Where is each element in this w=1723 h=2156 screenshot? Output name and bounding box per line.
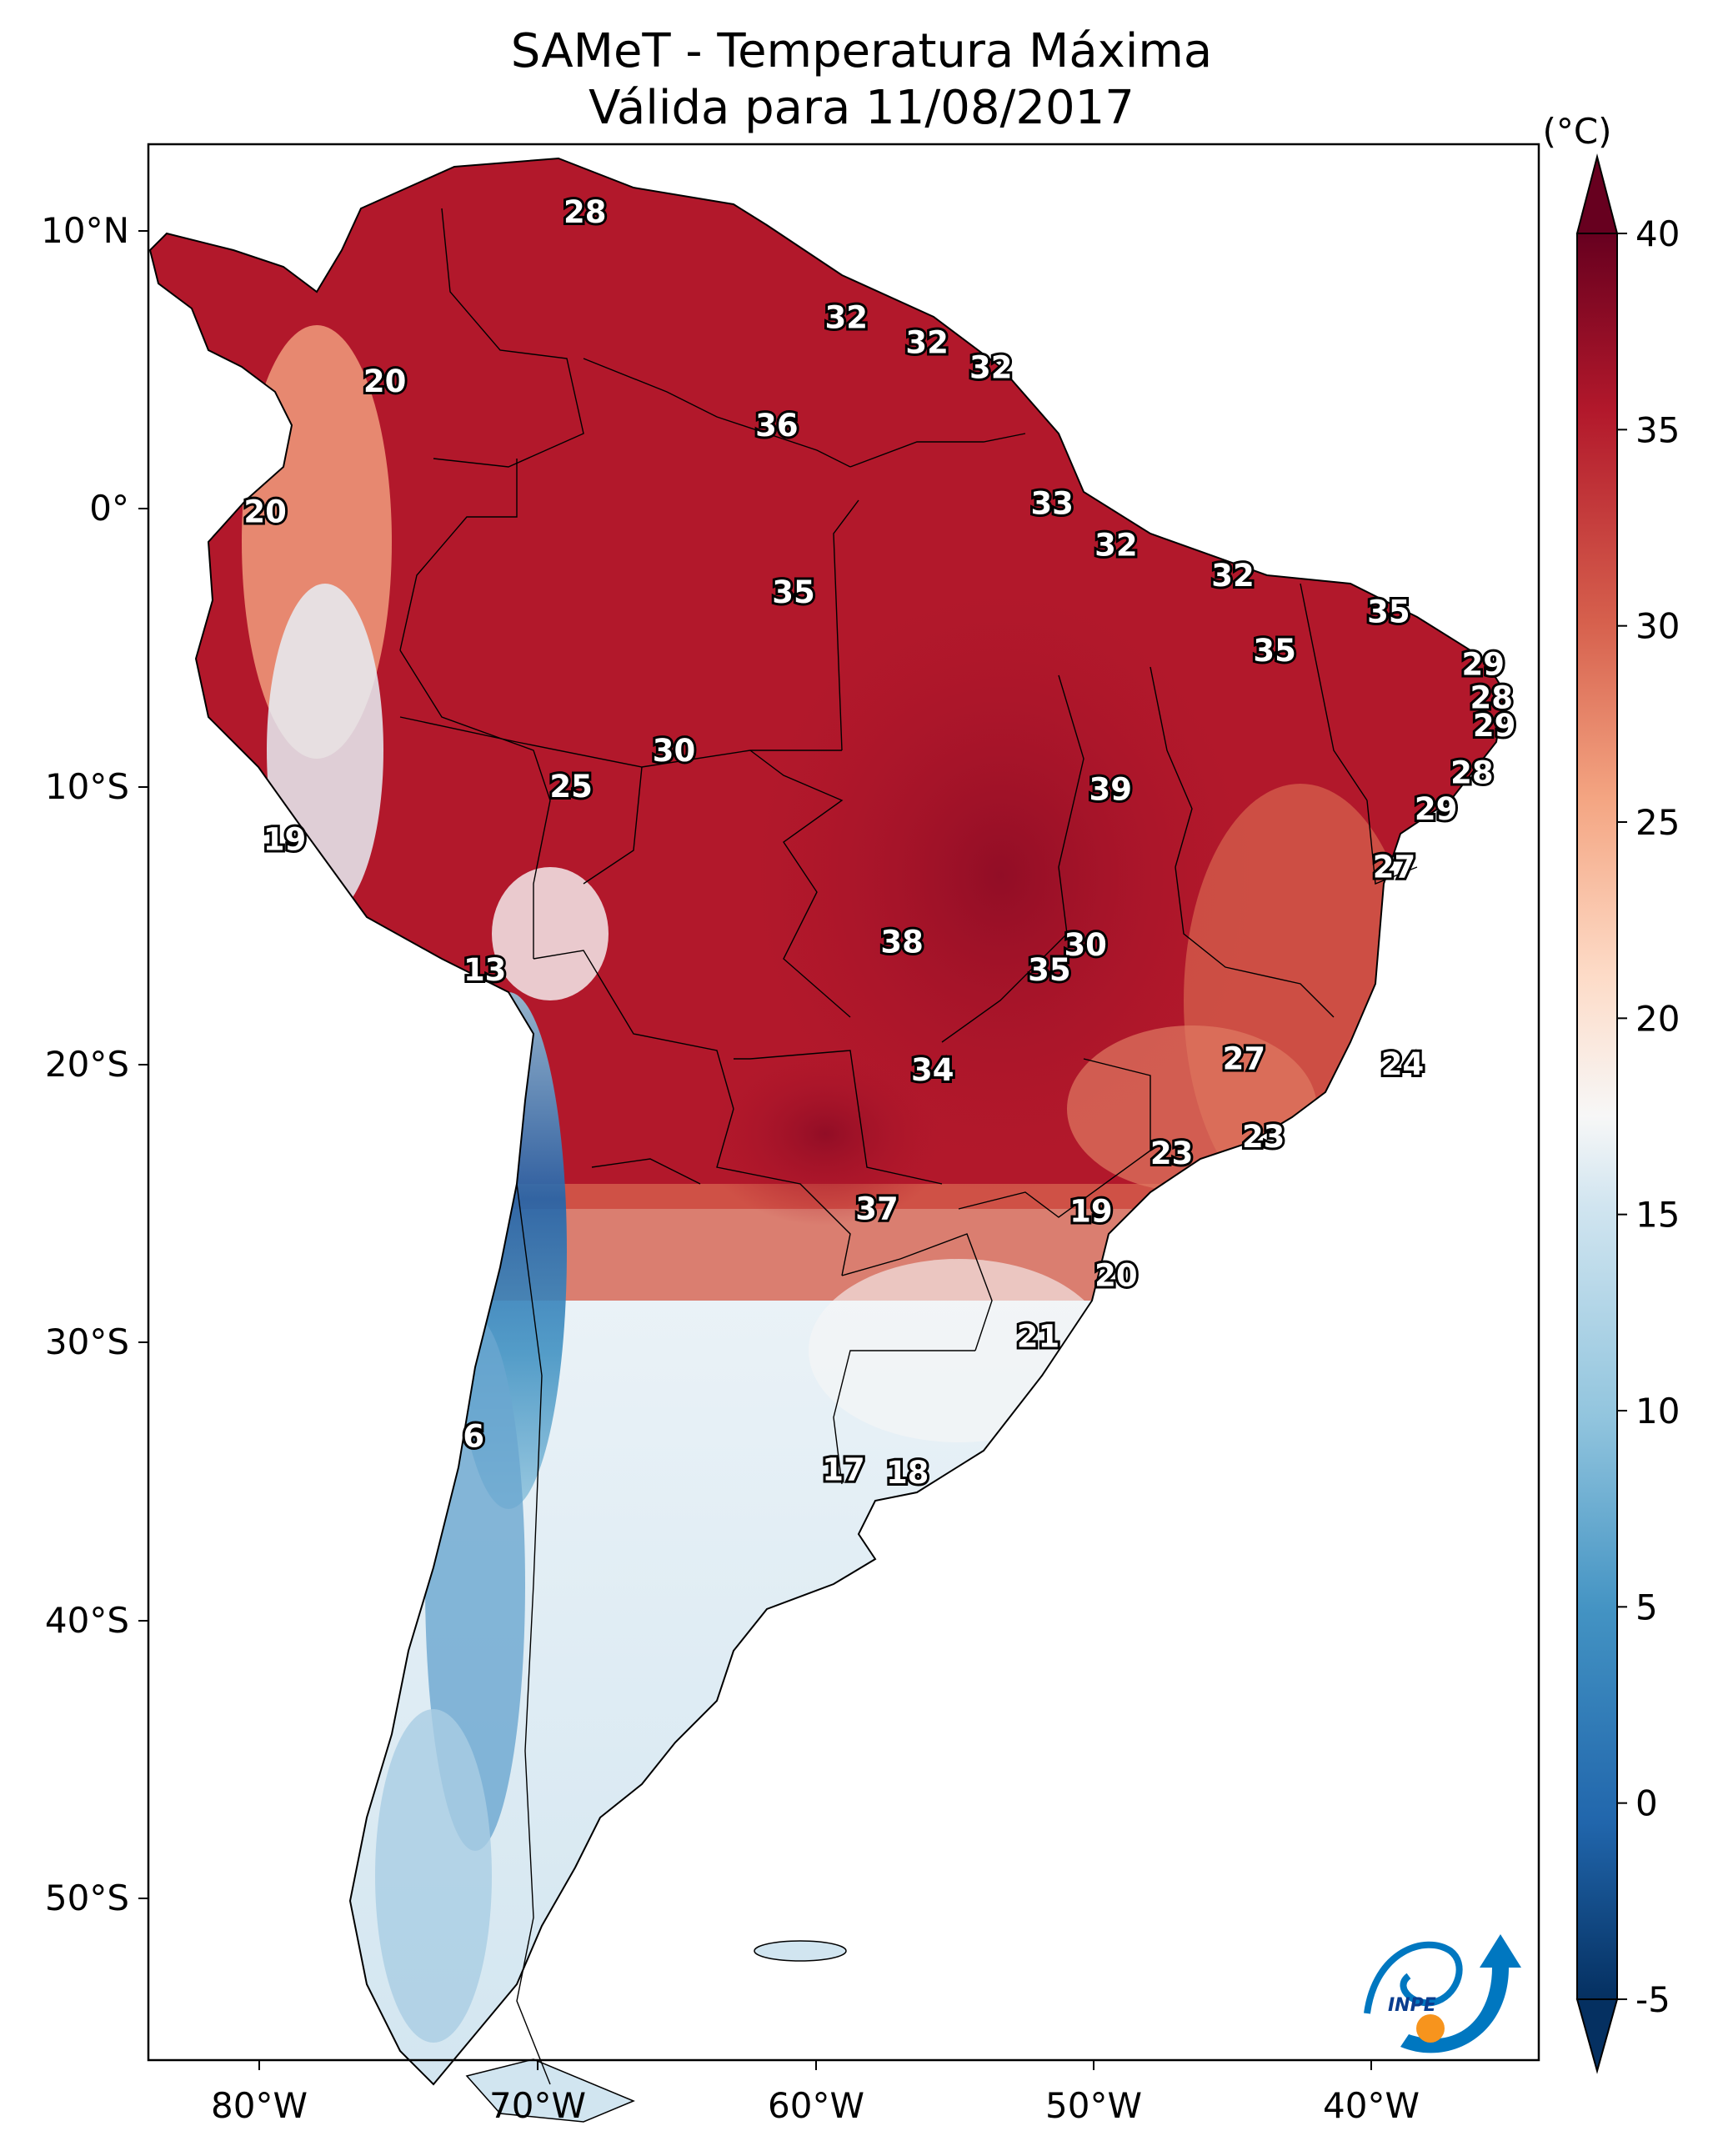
tierra-del-fuego (465, 2058, 635, 2123)
contour-label: 32 (969, 349, 1013, 385)
colorbar-tick-label: 20 (1635, 998, 1680, 1039)
colorbar-min-arrow (1575, 1998, 1619, 2074)
colorbar-tick-label: 5 (1635, 1587, 1658, 1627)
contour-label: 23 (1242, 1119, 1285, 1155)
lat-tick-40s: 40°S (45, 1600, 129, 1641)
colorbar-unit: (°C) (1542, 111, 1611, 152)
colorbar-tick-label: 25 (1635, 802, 1680, 843)
contour-label: 27 (1223, 1041, 1266, 1077)
lat-tick-0: 0° (89, 488, 129, 529)
inpe-logo: INPE (1364, 1934, 1521, 2053)
lon-tick-60w: 60°W (768, 2085, 864, 2126)
contour-label: 38 (880, 925, 924, 960)
contour-label: 32 (1094, 527, 1138, 563)
map-title: SAMeT - Temperatura Máxima (510, 24, 1213, 78)
contour-label: 24 (1381, 1046, 1425, 1082)
colorbar-tick-label: 35 (1635, 409, 1680, 450)
map-subtitle: Válida para 11/08/2017 (589, 81, 1134, 135)
contour-label: 23 (1150, 1136, 1194, 1171)
contour-label: 19 (1069, 1194, 1113, 1230)
contour-label: 29 (1473, 708, 1516, 744)
contour-label: 17 (822, 1452, 865, 1487)
contour-label: 25 (549, 769, 593, 805)
contour-label: 32 (1211, 558, 1255, 594)
lon-axis: 80°W 70°W 60°W 50°W 40°W (211, 2060, 1420, 2126)
contour-label: 39 (1089, 772, 1133, 808)
contour-label: 36 (755, 408, 799, 444)
colorbar-tick-label: 15 (1635, 1195, 1680, 1236)
lat-axis: 10°N 0° 10°S 20°S 30°S 40°S 50°S (41, 210, 148, 1918)
colorbar: 40 35 30 25 20 15 10 5 0 -5 (°C) (1542, 111, 1680, 2074)
axes-frame (147, 143, 1540, 2062)
inpe-logo-sun (1416, 2014, 1445, 2043)
lon-tick-40w: 40°W (1323, 2085, 1420, 2126)
contour-label: 30 (1064, 927, 1107, 963)
contour-label: 20 (363, 364, 407, 399)
contour-label: 35 (772, 574, 815, 610)
contour-label: 32 (905, 324, 949, 360)
contour-label: 28 (1470, 680, 1514, 716)
coastline (148, 157, 1506, 2086)
contour-label: 28 (1450, 755, 1494, 791)
contour-label: 19 (263, 821, 307, 857)
colorbar-tick-label: 0 (1635, 1783, 1658, 1824)
contour-label: 37 (855, 1191, 899, 1226)
contour-label: 18 (886, 1455, 929, 1491)
lat-tick-10n: 10°N (41, 210, 129, 251)
contour-label: 35 (1028, 952, 1071, 988)
contour-label: 6 (463, 1419, 484, 1455)
contour-label: 32 (825, 299, 869, 335)
contour-label: 20 (1094, 1257, 1138, 1293)
contour-label: 20 (243, 494, 287, 529)
lat-tick-50s: 50°S (45, 1878, 129, 1918)
contour-label: 21 (1017, 1319, 1060, 1355)
inpe-logo-text: INPE (1388, 1995, 1436, 2016)
contour-label: 35 (1367, 594, 1410, 629)
colorbar-gradient (1576, 233, 1618, 2000)
contour-label: 28 (563, 194, 607, 230)
lon-tick-70w: 70°W (489, 2085, 586, 2126)
contour-label: 34 (911, 1052, 954, 1088)
lat-tick-10s: 10°S (45, 766, 129, 807)
lon-tick-80w: 80°W (211, 2085, 308, 2126)
contour-label: 27 (1373, 850, 1416, 885)
contour-label: 33 (1030, 486, 1074, 522)
inpe-logo-arrow (1400, 1934, 1521, 2053)
inpe-logo-swirl (1364, 1941, 1463, 2014)
colorbar-tick-label: -5 (1635, 1979, 1670, 2020)
falkland-islands (754, 1940, 847, 1962)
lat-tick-30s: 30°S (45, 1321, 129, 1362)
colorbar-tick-label: 10 (1635, 1391, 1680, 1431)
contour-label: 29 (1462, 647, 1505, 683)
contour-label: 29 (1415, 791, 1458, 827)
country-borders (399, 208, 1418, 2085)
colorbar-max-arrow (1575, 153, 1619, 234)
contour-label: 35 (1253, 633, 1296, 669)
colorbar-tick-label: 30 (1635, 606, 1680, 647)
lon-tick-50w: 50°W (1045, 2085, 1142, 2126)
colorbar-tick-label: 40 (1635, 213, 1680, 254)
lat-tick-20s: 20°S (45, 1044, 129, 1085)
contour-label: 30 (653, 733, 696, 769)
contour-label: 13 (463, 952, 507, 988)
